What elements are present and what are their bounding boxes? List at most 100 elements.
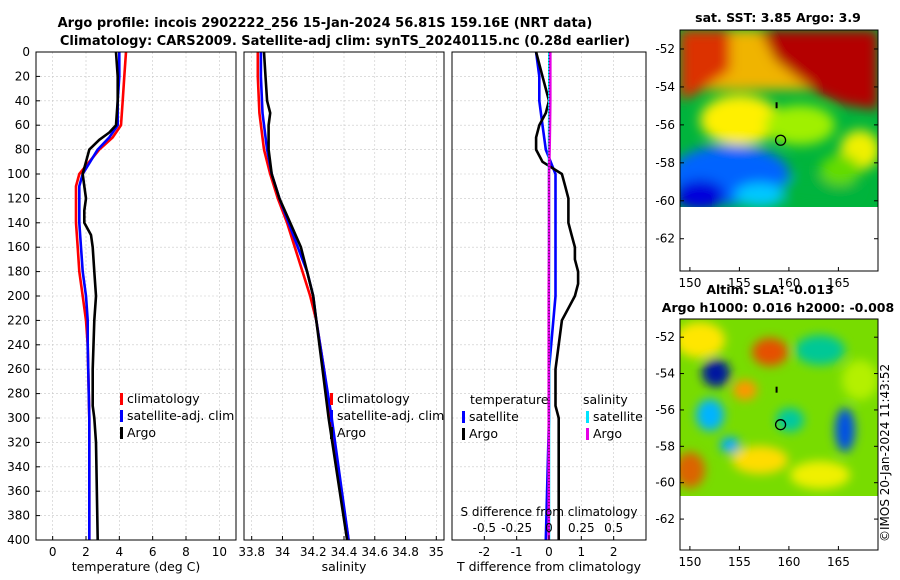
map-y-tick-label: -52 xyxy=(655,42,675,56)
map-x-tick-label: 165 xyxy=(827,276,850,290)
sst-field xyxy=(680,30,878,207)
x-tick-label: 34.6 xyxy=(361,545,388,559)
legend-label: climatology xyxy=(337,391,410,406)
map-x-tick-label: 160 xyxy=(777,276,800,290)
y-tick-label: 200 xyxy=(7,289,30,303)
x-tick-label: -2 xyxy=(478,545,490,559)
map-y-tick-label: -58 xyxy=(655,439,675,453)
x-tick-label: 4 xyxy=(116,545,124,559)
x-tick-label: 2 xyxy=(82,545,90,559)
x-tick-label: 8 xyxy=(182,545,190,559)
s-tick-label: 0.25 xyxy=(568,521,595,535)
sst-map-title: sat. SST: 3.85 Argo: 3.9 xyxy=(695,10,861,25)
map-y-tick-label: -60 xyxy=(655,476,675,490)
legend-label: satellite-adj. clim xyxy=(337,408,444,423)
chart-title-line2: Climatology: CARS2009. Satellite-adj cli… xyxy=(60,34,630,49)
s-tick-label: 0.5 xyxy=(604,521,623,535)
map-y-tick-label: -54 xyxy=(655,367,675,381)
legend-label: Argo xyxy=(469,426,498,441)
x-tick-label: 0 xyxy=(49,545,57,559)
legend-swatch xyxy=(330,410,333,422)
y-tick-label: 40 xyxy=(15,94,30,108)
series-line-argo xyxy=(262,51,349,541)
legend-swatch xyxy=(120,427,123,439)
series-line-s-argo xyxy=(547,52,552,540)
x-tick-label: 2 xyxy=(610,545,618,559)
legend-swatch xyxy=(586,411,589,423)
x-tick-label: 33.8 xyxy=(238,545,265,559)
x-tick-label: -1 xyxy=(511,545,523,559)
map-y-tick-label: -56 xyxy=(655,118,675,132)
map-x-tick-label: 155 xyxy=(728,276,751,290)
salinity-panel: 33.8 34 34.2 34.4 34.6 34.8 35 salinity climatol… xyxy=(238,51,445,574)
y-tick-label: 140 xyxy=(7,216,30,230)
series-line-t-argo xyxy=(534,51,580,540)
y-tick-label: 60 xyxy=(15,118,30,132)
x-axis-label: temperature (deg C) xyxy=(72,559,201,574)
x-tick-label: 35 xyxy=(429,545,444,559)
map-x-tick-label: 165 xyxy=(827,555,850,569)
s-axis-label: S difference from climatology xyxy=(461,505,638,519)
x-axis-label: T difference from climatology xyxy=(456,559,642,574)
map-x-tick-label: 150 xyxy=(678,555,701,569)
legend-label: satellite xyxy=(469,409,519,424)
y-tick-label: 120 xyxy=(7,191,30,205)
chart-title-line1: Argo profile: incois 2902222_256 15-Jan-… xyxy=(58,16,593,31)
legend-swatch xyxy=(330,393,333,405)
y-tick-label: 380 xyxy=(7,509,30,523)
y-tick-label: 340 xyxy=(7,460,30,474)
legend-swatch xyxy=(586,428,589,440)
map-y-tick-label: -54 xyxy=(655,80,675,94)
legend-swatch xyxy=(120,410,123,422)
map-y-tick-label: -62 xyxy=(655,232,675,246)
x-tick-label: 34 xyxy=(275,545,290,559)
y-tick-label: 180 xyxy=(7,265,30,279)
sla-map-frame xyxy=(679,318,879,551)
imos-watermark: ©IMOS 20-Jan-2024 11:43:52 xyxy=(878,364,892,542)
x-axis-label: salinity xyxy=(322,559,367,574)
y-tick-label: 400 xyxy=(7,533,30,547)
y-tick-label: 220 xyxy=(7,313,30,327)
y-tick-label: 160 xyxy=(7,240,30,254)
sst-map: sat. SST: 3.85 Argo: 3.9 -52 -54 -56 -58 -60… xyxy=(655,10,879,290)
map-y-tick-label: -52 xyxy=(655,330,675,344)
x-tick-label: 34.4 xyxy=(331,545,358,559)
y-tick-label: 260 xyxy=(7,362,30,376)
sla-land-mask xyxy=(680,496,878,550)
y-tick-label: 20 xyxy=(15,69,30,83)
sla-field xyxy=(680,319,878,496)
legend-swatch xyxy=(120,393,123,405)
sla-map: Altim. SLA: -0.013 Argo h1000: 0.016 h20… xyxy=(655,282,894,569)
y-tick-label: 100 xyxy=(7,167,30,181)
x-tick-label: 0 xyxy=(545,545,553,559)
map-y-tick-label: -56 xyxy=(655,403,675,417)
legend-label: Argo xyxy=(127,425,156,440)
sla-map-title-line1: Altim. SLA: -0.013 xyxy=(706,282,833,297)
legend-label: climatology xyxy=(127,391,200,406)
x-tick-label: 10 xyxy=(212,545,227,559)
map-y-tick-label: -58 xyxy=(655,156,675,170)
x-tick-label: 34.8 xyxy=(392,545,419,559)
argo-position-marker xyxy=(774,134,787,146)
s-tick-label: -0.25 xyxy=(501,521,532,535)
sst-land-mask xyxy=(680,207,878,271)
x-tick-label: 1 xyxy=(578,545,586,559)
map-y-tick-label: -62 xyxy=(655,512,675,526)
s-tick-label: -0.5 xyxy=(473,521,496,535)
legend-title-salinity: salinity xyxy=(583,392,628,407)
legend-title-temperature: temperature xyxy=(470,392,549,407)
y-tick-label: 80 xyxy=(15,143,30,157)
y-tick-label: 280 xyxy=(7,387,30,401)
map-x-tick-label: 160 xyxy=(777,555,800,569)
difference-panel: -2 -1 0 1 2T difference from climatology S di… xyxy=(451,51,647,574)
legend-swatch xyxy=(462,428,465,440)
map-x-tick-label: 150 xyxy=(678,276,701,290)
legend-swatch xyxy=(462,411,465,423)
x-tick-label: 6 xyxy=(149,545,157,559)
legend-label: satellite xyxy=(593,409,643,424)
argo-position-marker xyxy=(774,419,787,431)
y-tick-label: 320 xyxy=(7,435,30,449)
legend-label: Argo xyxy=(593,426,622,441)
s-tick-label: 0 xyxy=(545,521,553,535)
